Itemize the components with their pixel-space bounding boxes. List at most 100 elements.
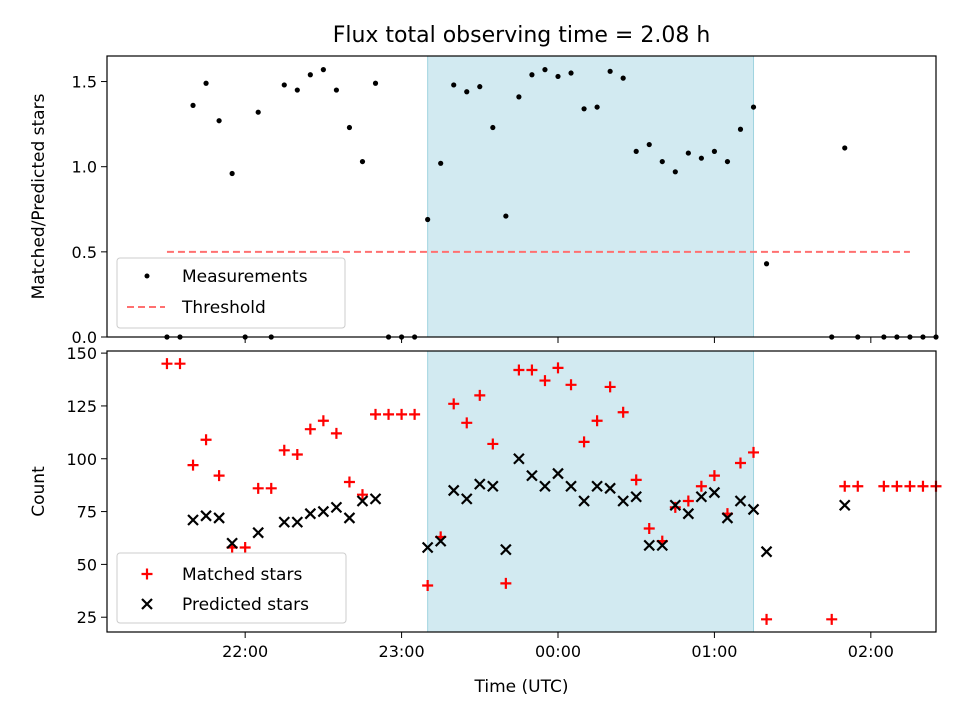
measurements-point xyxy=(216,118,222,124)
measurements-point xyxy=(503,213,509,219)
matched-stars-point xyxy=(474,389,486,401)
measurements-point xyxy=(346,124,353,131)
predicted-stars-point xyxy=(317,505,330,518)
predicted-stars-point xyxy=(500,543,512,556)
top-panel: 0.0 0.5 1.0 1.5 Flux total observing time =… xyxy=(29,23,939,347)
matched-stars-point xyxy=(852,480,864,492)
matched-stars-point xyxy=(630,474,642,486)
measurements-point xyxy=(711,148,718,154)
matched-stars-point xyxy=(539,375,551,387)
y-tick-label: 100 xyxy=(66,450,97,469)
matched-stars-point xyxy=(409,408,421,420)
measurements-point xyxy=(477,84,483,90)
measurements-point xyxy=(633,148,639,154)
predicted-stars-point xyxy=(200,510,212,522)
matched-stars-point xyxy=(891,480,903,492)
y-tick-label: 50 xyxy=(77,555,97,574)
matched-stars-point xyxy=(826,613,838,625)
predicted-stars-point xyxy=(460,493,473,505)
matched-stars-point xyxy=(617,406,629,418)
bottom-x-ticks: 22:00 23:00 00:00 01:00 02:00 xyxy=(222,632,894,661)
y-tick-label: 1.0 xyxy=(72,158,97,177)
measurements-point xyxy=(646,141,652,148)
top-legend: Measurements Threshold xyxy=(116,257,346,329)
top-marks xyxy=(164,56,939,340)
measurements-point xyxy=(294,87,300,93)
predicted-stars-point xyxy=(669,499,682,512)
measurements-point xyxy=(685,150,691,156)
predicted-stars-point xyxy=(513,452,525,465)
matched-stars-point xyxy=(161,358,173,370)
predicted-stars-point xyxy=(604,482,616,495)
matched-stars-point xyxy=(448,398,460,410)
matched-stars-point xyxy=(591,415,603,427)
matched-stars-point xyxy=(878,480,890,492)
predicted-stars-point xyxy=(747,503,760,516)
legend-x-glyph xyxy=(141,598,153,610)
x-tick-label: 02:00 xyxy=(848,642,894,661)
legend-measurements-marker xyxy=(144,273,150,279)
predicted-stars-point xyxy=(304,507,317,520)
matched-stars-point xyxy=(422,580,434,592)
predicted-stars-point xyxy=(226,537,238,550)
x-tick-label: 00:00 xyxy=(535,642,581,661)
legend-predicted-label: Predicted stars xyxy=(182,595,309,615)
top-observing-window xyxy=(427,56,754,337)
measurements-point xyxy=(333,87,340,93)
predicted-stars-point xyxy=(630,491,642,503)
predicted-stars-point xyxy=(434,535,447,547)
y-tick-label: 75 xyxy=(77,503,97,522)
measurements-point xyxy=(568,70,574,76)
matched-stars-point xyxy=(904,480,916,492)
matched-stars-point xyxy=(200,434,212,446)
x-tick-label: 23:00 xyxy=(379,642,425,661)
predicted-stars-point xyxy=(565,480,577,492)
predicted-stars-point xyxy=(734,495,747,507)
y-tick-label: 1.5 xyxy=(72,73,97,92)
top-axes-frame xyxy=(106,55,937,338)
y-tick-label: 25 xyxy=(77,608,97,627)
bottom-observing-window xyxy=(427,351,754,632)
measurements-point xyxy=(581,106,587,112)
measurements-point xyxy=(594,104,600,110)
matched-stars-point xyxy=(761,613,773,625)
matched-stars-point xyxy=(213,470,225,482)
predicted-stars-point xyxy=(838,499,851,512)
legend-measurements-label: Measurements xyxy=(182,267,308,287)
x-axis-label: Time (UTC) xyxy=(474,677,569,697)
predicted-stars-point xyxy=(447,484,460,497)
matched-stars-point xyxy=(239,541,251,553)
measurements-point xyxy=(425,216,431,223)
legend-predicted-marker xyxy=(141,598,153,610)
predicted-stars-point xyxy=(213,512,225,524)
measurements-point xyxy=(190,102,196,108)
matched-stars-point xyxy=(317,415,329,427)
matched-stars-point xyxy=(304,423,316,435)
matched-stars-point xyxy=(370,408,382,420)
matched-stars-point xyxy=(917,480,929,492)
matched-stars-point xyxy=(187,459,199,471)
matched-stars-point xyxy=(356,489,368,501)
measurements-point xyxy=(659,158,665,165)
matched-stars-point xyxy=(682,495,694,507)
predicted-stars-point xyxy=(552,467,564,480)
predicted-stars-point xyxy=(760,545,773,558)
matched-stars-point xyxy=(383,408,395,420)
matched-stars-point xyxy=(578,436,590,448)
top-y-ticks: 0.0 0.5 1.0 1.5 xyxy=(72,73,107,347)
measurements-point xyxy=(359,158,366,165)
predicted-stars-point xyxy=(526,469,538,482)
matched-stars-point xyxy=(526,364,538,376)
measurements-point xyxy=(320,67,326,73)
matched-stars-point xyxy=(291,449,303,461)
predicted-stars-point xyxy=(278,516,291,528)
bottom-panel: 25 50 75 100 125 150 22:00 23:00 00:00 01:00 02:0… xyxy=(29,344,942,697)
y-tick-label: 0.5 xyxy=(72,243,97,262)
predicted-stars-point xyxy=(591,480,603,492)
predicted-stars-point xyxy=(252,526,264,539)
matched-stars-point xyxy=(174,358,186,370)
bottom-y-axis-label: Count xyxy=(29,466,49,517)
measurements-point xyxy=(750,104,757,110)
measurements-point xyxy=(438,160,444,166)
top-x-ticks xyxy=(244,337,872,343)
